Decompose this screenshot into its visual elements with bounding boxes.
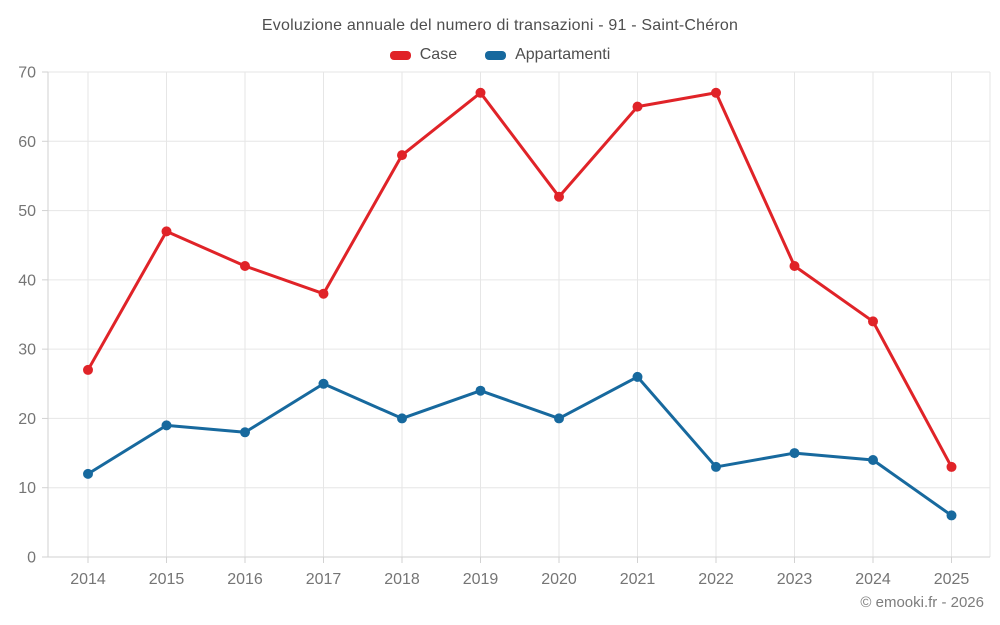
y-tick-label: 60	[18, 134, 36, 151]
x-tick-label: 2019	[463, 571, 499, 588]
y-tick-label: 20	[18, 411, 36, 428]
data-point-appartamenti-2017[interactable]	[318, 378, 329, 389]
data-point-appartamenti-2015[interactable]	[161, 420, 172, 431]
series-line-appartamenti	[86, 375, 953, 517]
x-tick-label: 2025	[934, 571, 970, 588]
copyright-footer: © emooki.fr - 2026	[860, 594, 984, 611]
data-point-appartamenti-2014[interactable]	[83, 468, 93, 479]
data-point-appartamenti-2021[interactable]	[632, 371, 643, 382]
data-point-appartamenti-2020[interactable]	[554, 413, 564, 424]
x-tick-label: 2023	[777, 571, 813, 588]
y-tick-label: 30	[18, 342, 36, 359]
legend-swatch-case	[389, 50, 411, 60]
x-tick-label: 2020	[541, 571, 577, 588]
y-tick-label: 50	[18, 203, 36, 220]
data-point-appartamenti-2023[interactable]	[789, 448, 800, 459]
data-point-appartamenti-2016[interactable]	[240, 427, 250, 438]
data-point-appartamenti-2025[interactable]	[946, 510, 957, 521]
data-point-case-2019[interactable]	[475, 87, 486, 98]
y-tick-label: 70	[18, 65, 36, 82]
data-point-appartamenti-2019[interactable]	[475, 385, 486, 396]
chart-legend: Case Appartamenti	[0, 46, 1000, 64]
data-point-case-2023[interactable]	[789, 261, 800, 271]
legend-item-case[interactable]: Case	[389, 46, 458, 64]
data-point-case-2024[interactable]	[868, 316, 878, 327]
data-point-case-2016[interactable]	[240, 261, 250, 271]
chart-title: Evoluzione annuale del numero di transaz…	[261, 17, 739, 34]
data-point-case-2022[interactable]	[711, 87, 721, 98]
data-point-case-2021[interactable]	[632, 101, 643, 112]
x-tick-label: 2017	[306, 571, 342, 588]
series-line-case	[86, 91, 953, 469]
data-point-case-2017[interactable]	[318, 288, 329, 299]
x-tick-label: 2015	[149, 571, 185, 588]
x-tick-label: 2022	[698, 571, 734, 588]
legend-swatch-appartamenti	[485, 50, 507, 60]
data-point-case-2015[interactable]	[161, 226, 172, 237]
x-tick-label: 2016	[227, 571, 263, 588]
data-point-appartamenti-2022[interactable]	[711, 461, 721, 472]
y-tick-label: 40	[18, 272, 36, 289]
legend-label: Case	[419, 46, 458, 63]
data-point-case-2018[interactable]	[397, 150, 407, 161]
y-tick-label: 10	[18, 480, 36, 497]
x-tick-label: 2021	[620, 571, 656, 588]
data-point-case-2014[interactable]	[83, 364, 93, 375]
data-point-appartamenti-2018[interactable]	[397, 413, 407, 424]
y-tick-label: 0	[27, 550, 36, 567]
x-tick-label: 2024	[855, 571, 891, 588]
data-point-case-2025[interactable]	[946, 461, 957, 472]
x-tick-label: 2014	[70, 571, 106, 588]
data-point-case-2020[interactable]	[554, 191, 564, 202]
legend-item-appartamenti[interactable]: Appartamenti	[485, 46, 610, 64]
x-tick-label: 2018	[384, 571, 420, 588]
data-point-appartamenti-2024[interactable]	[868, 455, 878, 465]
legend-label: Appartamenti	[515, 46, 611, 63]
